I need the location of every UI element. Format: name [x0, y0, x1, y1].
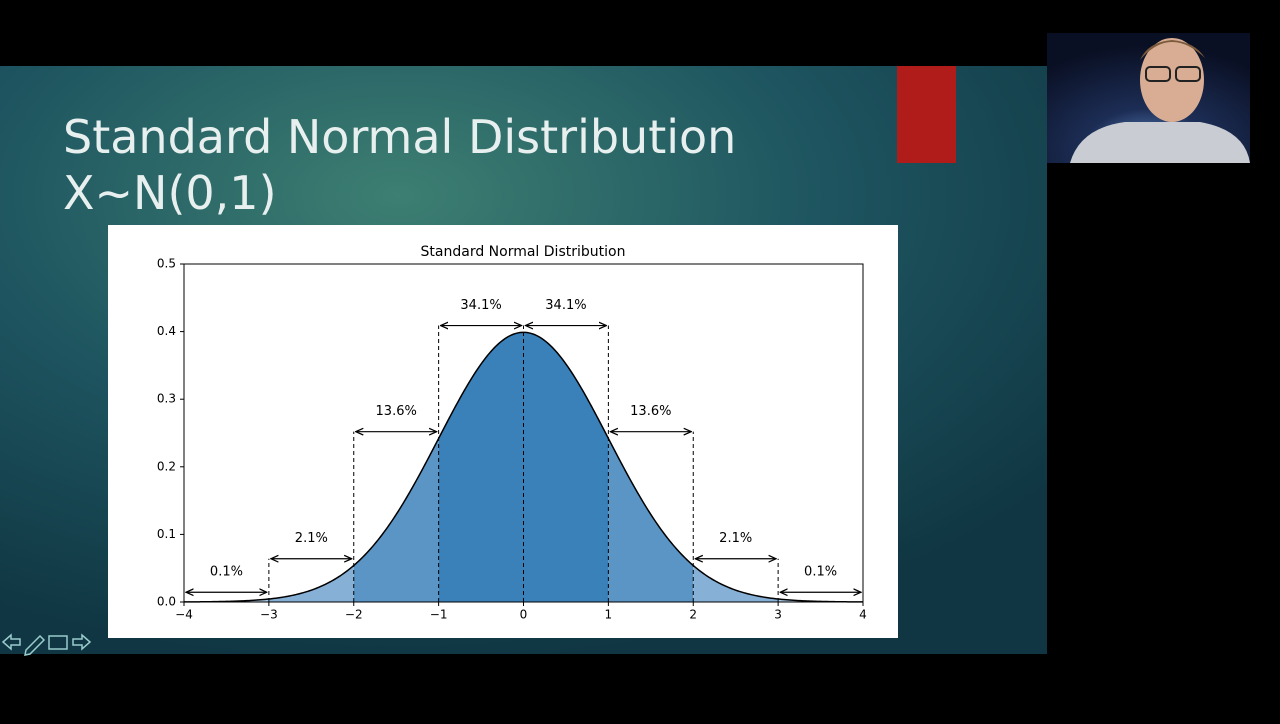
- webcam-glasses: [1175, 66, 1201, 82]
- x-tick-label: −1: [430, 608, 448, 622]
- y-tick-label: 0.0: [157, 595, 176, 609]
- y-tick-label: 0.3: [157, 392, 176, 406]
- x-tick-label: −4: [175, 608, 193, 622]
- nav-prev[interactable]: [1, 633, 21, 651]
- x-tick-label: 1: [605, 608, 613, 622]
- region-label: 13.6%: [630, 404, 671, 419]
- x-tick-label: 2: [689, 608, 697, 622]
- region-label: 2.1%: [719, 531, 752, 546]
- chart-title: Standard Normal Distribution: [421, 244, 626, 260]
- region-label: 2.1%: [295, 531, 328, 546]
- webcam-glasses: [1145, 66, 1171, 82]
- region-label: 13.6%: [376, 404, 417, 419]
- y-tick-label: 0.1: [157, 527, 176, 541]
- webcam-face: [1140, 38, 1204, 122]
- y-tick-label: 0.5: [157, 257, 176, 271]
- nav-pen[interactable]: [24, 634, 46, 656]
- x-tick-label: −3: [260, 608, 278, 622]
- webcam-hair: [1140, 40, 1205, 60]
- plot: 0.1% 2.1% 13.6% 34.1% 34.1% 13.6% 2.1% 0.1% −4 −3…: [157, 257, 867, 622]
- slide-nav[interactable]: [1, 633, 92, 656]
- x-tick-label: −2: [345, 608, 363, 622]
- region: [693, 565, 779, 602]
- nav-menu[interactable]: [48, 635, 68, 650]
- y-tick-label: 0.2: [157, 459, 176, 473]
- webcam-shirt: [1070, 122, 1250, 163]
- x-tick-label: 0: [520, 608, 528, 622]
- y-tick-label: 0.4: [157, 324, 176, 338]
- region-label: 34.1%: [460, 298, 501, 313]
- region-label: 34.1%: [545, 298, 586, 313]
- webcam: [1047, 33, 1250, 163]
- region: [268, 565, 354, 602]
- nav-next[interactable]: [72, 633, 92, 651]
- slide-title: Standard Normal Distribution: [63, 110, 736, 164]
- x-tick-label: 3: [774, 608, 782, 622]
- slide-title: X~N(0,1): [63, 166, 277, 220]
- region-label: 0.1%: [804, 565, 837, 580]
- accent-bar: [897, 66, 956, 163]
- x-tick-label: 4: [859, 608, 867, 622]
- region-label: 0.1%: [210, 565, 243, 580]
